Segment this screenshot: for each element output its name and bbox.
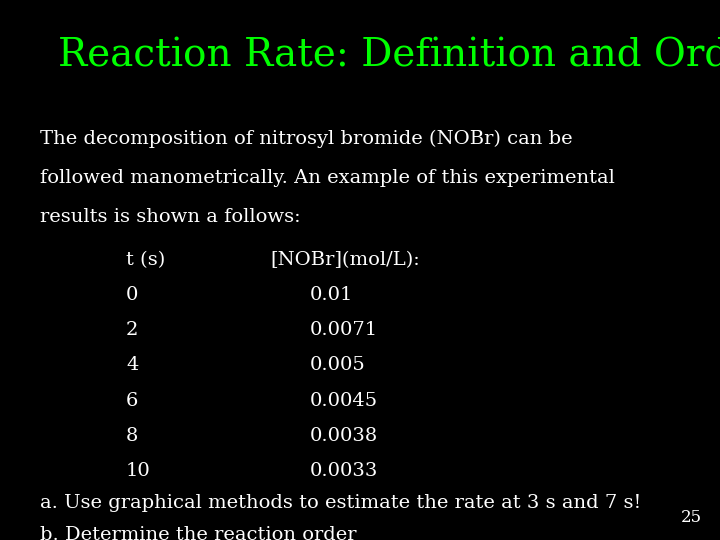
Text: 25: 25 — [681, 510, 702, 526]
Text: 6: 6 — [126, 392, 138, 409]
Text: 0.0045: 0.0045 — [310, 392, 378, 409]
Text: 2: 2 — [126, 321, 138, 339]
Text: 10: 10 — [126, 462, 150, 480]
Text: 0.0033: 0.0033 — [310, 462, 378, 480]
Text: a. Use graphical methods to estimate the rate at 3 s and 7 s!: a. Use graphical methods to estimate the… — [40, 494, 641, 512]
Text: Reaction Rate: Definition and Order: Reaction Rate: Definition and Order — [58, 38, 720, 75]
Text: 0.005: 0.005 — [310, 356, 365, 374]
Text: t (s): t (s) — [126, 251, 166, 269]
Text: 0.01: 0.01 — [310, 286, 353, 304]
Text: 4: 4 — [126, 356, 138, 374]
Text: results is shown a follows:: results is shown a follows: — [40, 208, 300, 226]
Text: followed manometrically. An example of this experimental: followed manometrically. An example of t… — [40, 169, 614, 187]
Text: 0.0038: 0.0038 — [310, 427, 378, 444]
Text: [NOBr](mol/L):: [NOBr](mol/L): — [270, 251, 420, 269]
Text: 0: 0 — [126, 286, 138, 304]
Text: 8: 8 — [126, 427, 138, 444]
Text: b. Determine the reaction order: b. Determine the reaction order — [40, 526, 356, 540]
Text: 0.0071: 0.0071 — [310, 321, 378, 339]
Text: The decomposition of nitrosyl bromide (NOBr) can be: The decomposition of nitrosyl bromide (N… — [40, 130, 572, 148]
